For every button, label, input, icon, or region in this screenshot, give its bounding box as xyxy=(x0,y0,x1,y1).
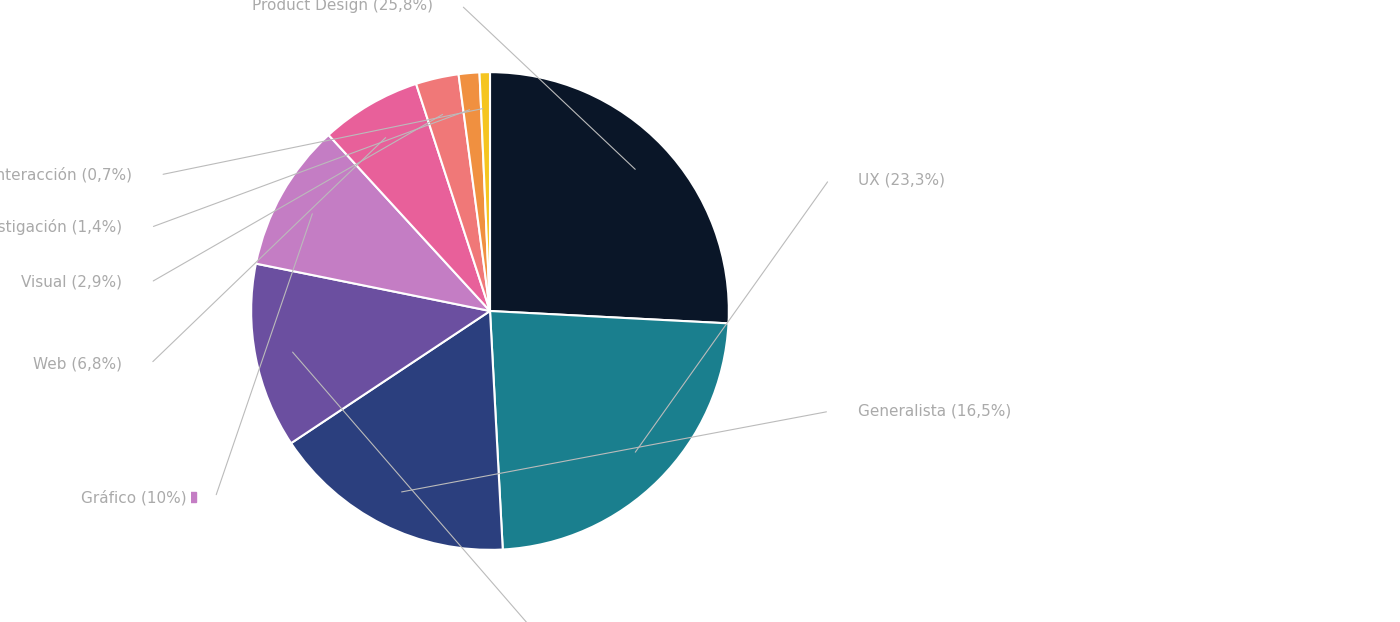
Wedge shape xyxy=(479,72,490,311)
Text: Gráfico (10%): Gráfico (10%) xyxy=(81,490,186,505)
Text: Generalista (16,5%): Generalista (16,5%) xyxy=(858,404,1011,419)
Wedge shape xyxy=(291,311,503,550)
Wedge shape xyxy=(251,264,490,443)
Wedge shape xyxy=(490,311,728,549)
Text: Visual (2,9%): Visual (2,9%) xyxy=(21,275,122,290)
Text: Interacción (0,7%): Interacción (0,7%) xyxy=(0,167,132,183)
Text: Web (6,8%): Web (6,8%) xyxy=(34,356,122,371)
Wedge shape xyxy=(329,84,490,311)
Text: Product Design (25,8%): Product Design (25,8%) xyxy=(252,0,433,13)
Wedge shape xyxy=(459,72,490,311)
Text: UX (23,3%): UX (23,3%) xyxy=(858,172,945,187)
Wedge shape xyxy=(256,135,490,311)
Wedge shape xyxy=(490,72,729,323)
Text: Investigación (1,4%): Investigación (1,4%) xyxy=(0,220,122,235)
Wedge shape xyxy=(416,74,490,311)
